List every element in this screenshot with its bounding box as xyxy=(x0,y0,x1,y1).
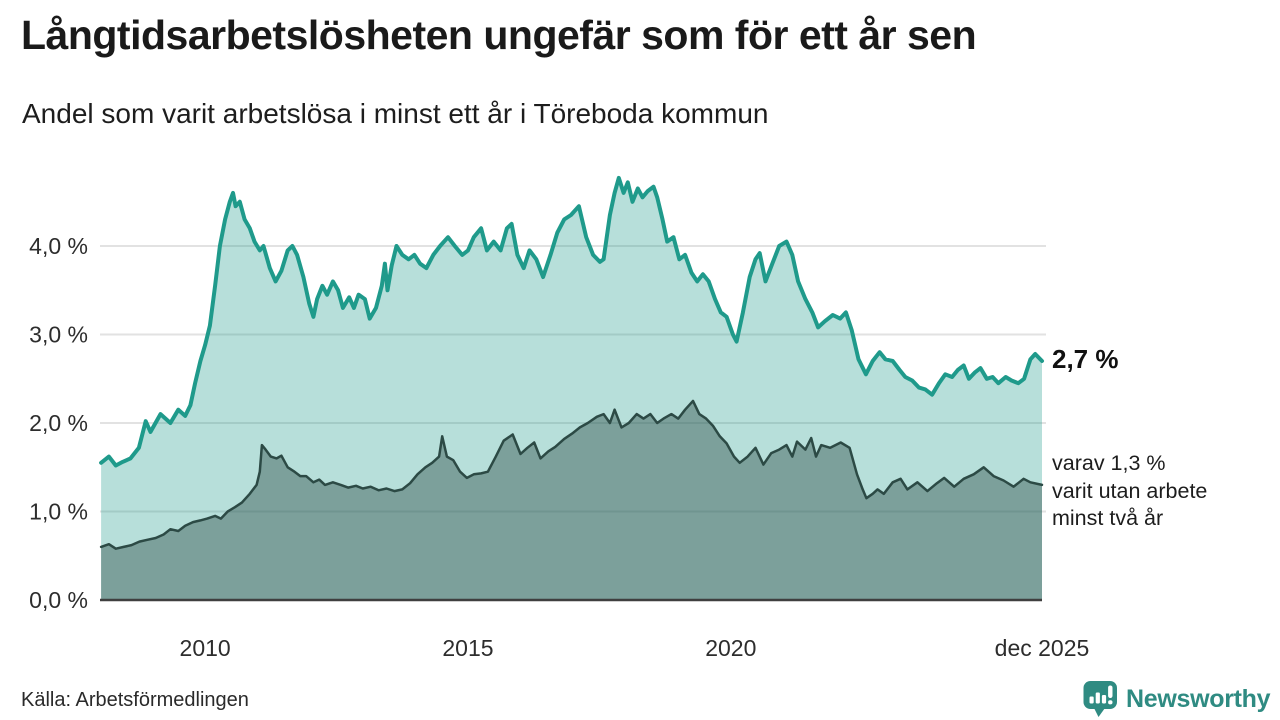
x-tick-label: dec 2025 xyxy=(995,635,1090,661)
x-tick-label: 2010 xyxy=(180,635,231,661)
page-subtitle: Andel som varit arbetslösa i minst ett å… xyxy=(22,98,769,129)
subseries-annotation-line2: varit utan arbete xyxy=(1052,478,1208,503)
series-area-0 xyxy=(101,177,1043,600)
series-area-1 xyxy=(101,400,1043,600)
y-tick-label: 2,0 % xyxy=(29,410,88,436)
source-credit: Källa: Arbetsförmedlingen xyxy=(21,689,249,711)
x-tick-label: 2020 xyxy=(705,635,756,661)
x-tick-label: 2015 xyxy=(442,635,493,661)
series-line-0 xyxy=(99,175,1044,468)
newsworthy-logo: Newsworthy xyxy=(1083,680,1271,718)
y-tick-label: 0,0 % xyxy=(29,587,88,613)
newsworthy-wordmark: Newsworthy xyxy=(1126,684,1271,713)
newsworthy-bubble-chart-icon xyxy=(1083,681,1117,717)
y-tick-label: 1,0 % xyxy=(29,499,88,525)
y-tick-label: 3,0 % xyxy=(29,322,88,348)
page-title: Långtidsarbetslösheten ungefär som för e… xyxy=(21,12,977,58)
latest-value-label: 2,7 % xyxy=(1052,344,1119,374)
series-line-1 xyxy=(99,399,1044,550)
subseries-annotation-line3: minst två år xyxy=(1052,506,1164,530)
y-tick-label: 4,0 % xyxy=(29,233,88,259)
subseries-annotation-line1: varav 1,3 % xyxy=(1052,451,1166,475)
subseries-annotation: varav 1,3 % varit utan arbete minst två … xyxy=(1052,450,1207,533)
